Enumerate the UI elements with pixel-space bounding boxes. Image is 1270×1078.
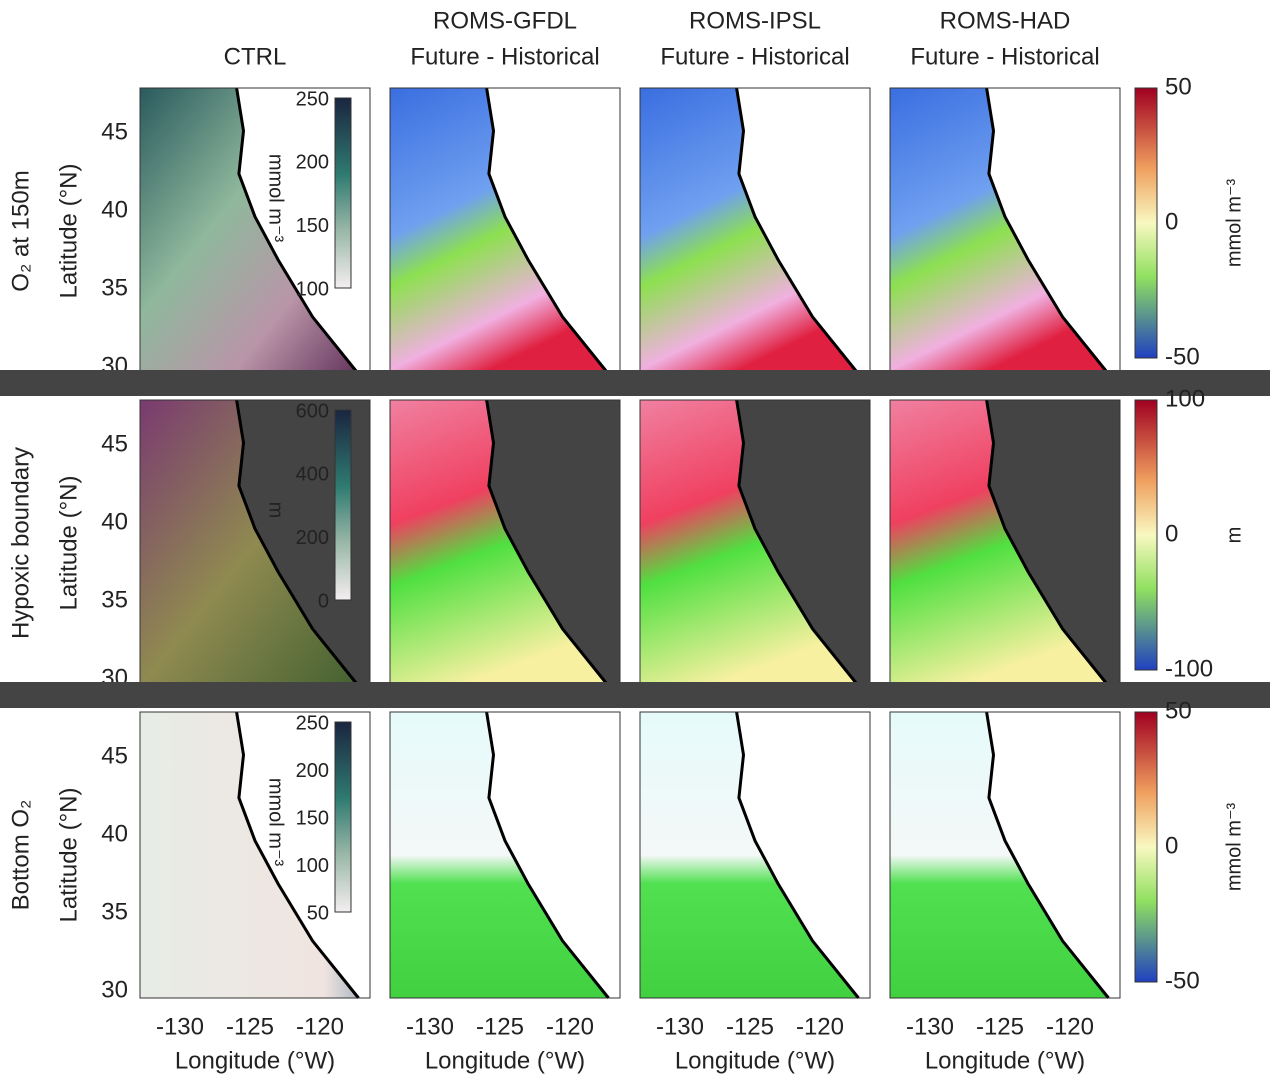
colorbar-unit: mmol m⁻³ <box>265 778 287 867</box>
column-title: ROMS-HAD <box>940 7 1071 34</box>
longitude-tick: -125 <box>226 1013 274 1040</box>
longitude-tick: -130 <box>656 1013 704 1040</box>
latitude-label: Latitude (°N) <box>55 164 82 299</box>
longitude-tick: -125 <box>726 1013 774 1040</box>
colorbar-tick: 200 <box>296 760 329 782</box>
latitude-tick: 45 <box>101 430 128 457</box>
colorbar-tick: 0 <box>318 590 329 612</box>
column-subtitle: Future - Historical <box>910 43 1099 70</box>
colorbar-tick: 50 <box>1165 697 1192 724</box>
latitude-label: Latitude (°N) <box>55 788 82 923</box>
colorbar-tick: 100 <box>296 855 329 877</box>
longitude-label: Longitude (°W) <box>175 1047 335 1074</box>
colorbar-diff <box>1135 712 1157 982</box>
longitude-label: Longitude (°W) <box>425 1047 585 1074</box>
colorbar-tick: 150 <box>296 807 329 829</box>
colorbar-unit: mmol m⁻³ <box>1223 179 1245 268</box>
colorbar-tick: 50 <box>307 902 329 924</box>
latitude-tick: 40 <box>101 508 128 535</box>
longitude-tick: -130 <box>156 1013 204 1040</box>
colorbar-tick: -50 <box>1165 343 1200 370</box>
colorbar-tick: 100 <box>296 278 329 300</box>
colorbar-ctrl <box>335 410 351 600</box>
colorbar-tick: 0 <box>1165 832 1178 859</box>
latitude-tick: 35 <box>101 898 128 925</box>
row-label: Hypoxic boundary <box>7 447 34 639</box>
colorbar-diff <box>1135 400 1157 670</box>
row-label: Bottom O₂ <box>7 800 34 911</box>
colorbar-tick: -50 <box>1165 967 1200 994</box>
colorbar-unit: mmol m⁻³ <box>1223 803 1245 892</box>
latitude-tick: 45 <box>101 742 128 769</box>
colorbar-tick: 200 <box>296 152 329 174</box>
colorbar-tick: 250 <box>296 88 329 110</box>
column-title: ROMS-IPSL <box>689 7 821 34</box>
longitude-tick: -130 <box>406 1013 454 1040</box>
colorbar-tick: 100 <box>1165 385 1205 412</box>
figure: CTRL ROMS-GFDL Future - Historical ROMS-IPS… <box>0 0 1270 1078</box>
colorbar-tick: 200 <box>296 527 329 549</box>
longitude-tick: -120 <box>546 1013 594 1040</box>
colorbar-unit: mmol m⁻³ <box>265 154 287 243</box>
longitude-tick: -120 <box>296 1013 344 1040</box>
longitude-tick: -125 <box>976 1013 1024 1040</box>
latitude-tick: 35 <box>101 586 128 613</box>
latitude-tick: 45 <box>101 118 128 145</box>
colorbar-tick: -100 <box>1165 655 1213 682</box>
row-label: O₂ at 150m <box>7 170 34 291</box>
colorbar-ctrl <box>335 722 351 912</box>
longitude-tick: -130 <box>906 1013 954 1040</box>
colorbar-tick: 0 <box>1165 208 1178 235</box>
longitude-tick: -120 <box>1046 1013 1094 1040</box>
colorbar-tick: 250 <box>296 712 329 734</box>
colorbar-ctrl <box>335 98 351 288</box>
colorbar-diff <box>1135 88 1157 358</box>
latitude-label: Latitude (°N) <box>55 476 82 611</box>
band <box>0 682 1270 708</box>
latitude-tick: 35 <box>101 274 128 301</box>
latitude-tick: 40 <box>101 820 128 847</box>
column-subtitle: Future - Historical <box>660 43 849 70</box>
colorbar-tick: 150 <box>296 215 329 237</box>
band <box>0 370 1270 396</box>
column-title: ROMS-GFDL <box>433 7 577 34</box>
colorbar-tick: 0 <box>1165 520 1178 547</box>
colorbar-unit: m <box>265 502 287 519</box>
colorbar-tick: 50 <box>1165 73 1192 100</box>
longitude-label: Longitude (°W) <box>925 1047 1085 1074</box>
colorbar-tick: 400 <box>296 464 329 486</box>
colorbar-tick: 600 <box>296 400 329 422</box>
longitude-label: Longitude (°W) <box>675 1047 835 1074</box>
colorbar-unit: m <box>1223 527 1245 544</box>
column-subtitle: Future - Historical <box>410 43 599 70</box>
latitude-tick: 30 <box>101 976 128 1003</box>
column-title: CTRL <box>224 43 287 70</box>
latitude-tick: 40 <box>101 196 128 223</box>
longitude-tick: -120 <box>796 1013 844 1040</box>
longitude-tick: -125 <box>476 1013 524 1040</box>
